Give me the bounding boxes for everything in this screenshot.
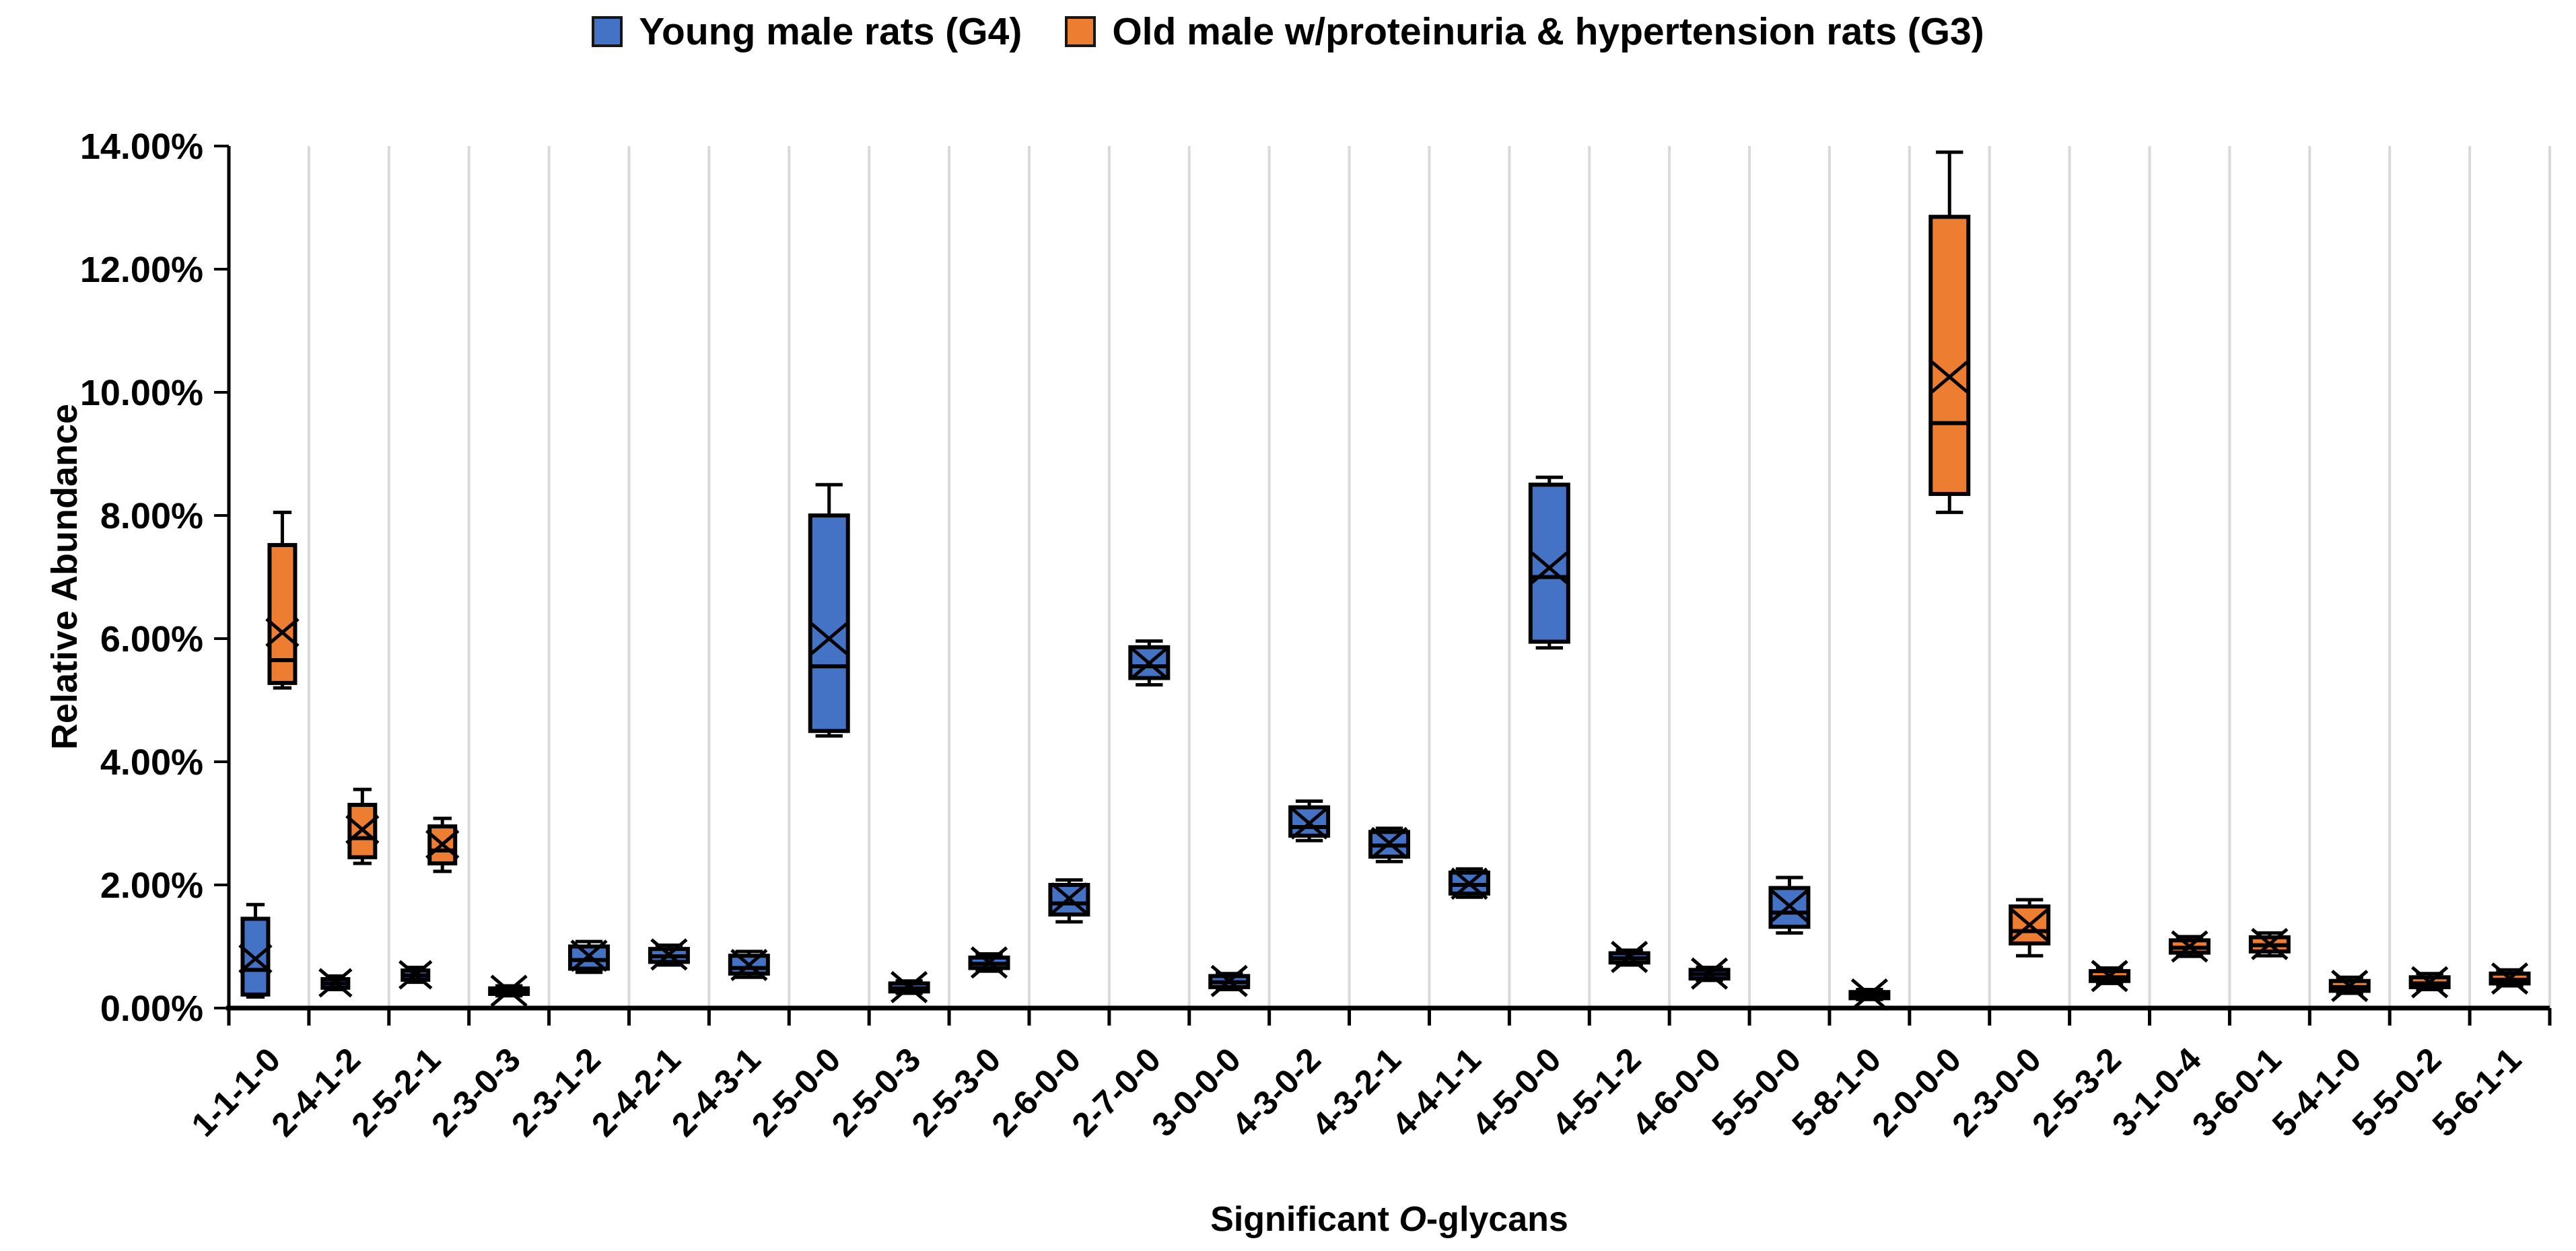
mean-marker: [1690, 957, 1729, 990]
x-tick-label: 2-5-3-2: [2025, 1040, 2128, 1144]
x-tick-label: 4-3-0-2: [1224, 1040, 1328, 1144]
iqr-box: [1928, 215, 1971, 496]
x-tick-label: 3-1-0-4: [2105, 1040, 2208, 1144]
mean-marker: [730, 948, 768, 981]
mean-marker: [1210, 964, 1248, 997]
mean-marker: [1850, 978, 1888, 1011]
x-tick-label: 5-5-0-0: [1705, 1040, 1809, 1144]
mean-marker: [2171, 930, 2208, 963]
legend-item-g4: Young male rats (G4): [592, 9, 1022, 54]
x-tick-label: 2-5-0-0: [744, 1040, 848, 1144]
x-axis-title-italic-o: O: [1399, 1200, 1426, 1239]
chart-legend: Young male rats (G4) Old male w/proteinu…: [0, 9, 2576, 54]
mean-marker: [970, 946, 1008, 979]
y-tick-label: 0.00%: [100, 989, 203, 1029]
y-tick-label: 10.00%: [80, 373, 203, 413]
legend-swatch-g3-icon: [1065, 16, 1096, 47]
x-tick-label: 4-4-1-1: [1385, 1040, 1488, 1144]
iqr-box: [267, 542, 298, 685]
mean-marker: [1050, 882, 1088, 915]
mean-marker: [318, 968, 353, 998]
x-axis-title: Significant O-glycans: [1210, 1199, 1568, 1240]
mean-marker: [265, 617, 300, 647]
y-tick-label: 12.00%: [80, 250, 203, 290]
x-tick-label: 4-5-0-0: [1465, 1040, 1568, 1144]
iqr-box: [808, 513, 850, 734]
legend-item-g3: Old male w/proteinuria & hypertension ra…: [1065, 9, 1984, 54]
x-tick-label: 2-3-1-2: [504, 1040, 608, 1144]
x-tick-label: 4-3-2-1: [1304, 1040, 1408, 1144]
mean-marker: [425, 829, 460, 859]
mean-marker: [1930, 361, 1968, 394]
mean-marker: [2091, 960, 2128, 993]
x-tick-label: 3-6-0-1: [2185, 1040, 2289, 1144]
x-tick-label: 2-4-3-1: [664, 1040, 768, 1144]
legend-label-g3: Old male w/proteinuria & hypertension ra…: [1112, 10, 1984, 53]
mean-marker: [1611, 941, 1648, 974]
x-tick-label: 3-0-0-0: [1144, 1040, 1248, 1144]
x-tick-label: 2-5-2-1: [344, 1040, 448, 1144]
x-axis-title-suffix: -glycans: [1426, 1200, 1568, 1239]
mean-marker: [891, 970, 928, 1003]
x-tick-label: 2-6-0-0: [985, 1040, 1088, 1144]
mean-marker: [1451, 867, 1488, 900]
mean-marker: [490, 974, 528, 1007]
mean-marker: [2491, 962, 2529, 995]
y-tick-label: 14.00%: [80, 127, 203, 167]
mean-marker: [1531, 551, 1568, 584]
mean-marker: [238, 943, 273, 974]
x-tick-label: 2-5-3-0: [905, 1040, 1008, 1144]
mean-marker: [1130, 647, 1168, 680]
mean-marker: [2411, 966, 2449, 999]
mean-marker: [1370, 826, 1408, 859]
y-tick-label: 2.00%: [100, 865, 203, 906]
x-tick-label: 2-3-0-3: [424, 1040, 528, 1144]
mean-marker: [345, 814, 380, 845]
x-tick-label: 5-6-1-1: [2425, 1040, 2529, 1144]
x-tick-label: 2-3-0-0: [1945, 1040, 2048, 1144]
mean-marker: [398, 960, 433, 990]
legend-label-g4: Young male rats (G4): [639, 10, 1022, 53]
x-tick-label: 5-5-0-2: [2345, 1040, 2449, 1144]
mean-marker: [650, 938, 688, 971]
mean-marker: [2011, 908, 2048, 941]
mean-marker: [2251, 927, 2289, 960]
x-axis-title-prefix: Significant: [1210, 1200, 1399, 1239]
iqr-box: [1528, 482, 1570, 644]
mean-marker: [810, 622, 848, 655]
mean-marker: [1770, 890, 1809, 923]
y-tick-label: 8.00%: [100, 496, 203, 536]
x-tick-label: 4-5-1-2: [1545, 1040, 1648, 1144]
x-tick-label: 5-8-1-0: [1785, 1040, 1889, 1144]
x-tick-label: 1-1-1-0: [184, 1040, 288, 1144]
mean-marker: [2331, 970, 2369, 1003]
y-tick-label: 4.00%: [100, 742, 203, 783]
x-tick-label: 2-5-0-3: [825, 1040, 928, 1144]
y-tick-label: 6.00%: [100, 619, 203, 659]
x-tick-label: 2-4-1-2: [265, 1040, 368, 1144]
y-axis-title: Relative Abundance: [44, 403, 85, 750]
x-tick-label: 4-6-0-0: [1625, 1040, 1729, 1144]
x-tick-label: 2-0-0-0: [1865, 1040, 1968, 1144]
mean-marker: [570, 939, 608, 972]
x-tick-label: 5-4-1-0: [2265, 1040, 2369, 1144]
x-tick-label: 2-4-2-1: [584, 1040, 688, 1144]
legend-swatch-g4-icon: [592, 16, 623, 47]
x-tick-label: 2-7-0-0: [1065, 1040, 1169, 1144]
mean-marker: [1290, 807, 1328, 840]
